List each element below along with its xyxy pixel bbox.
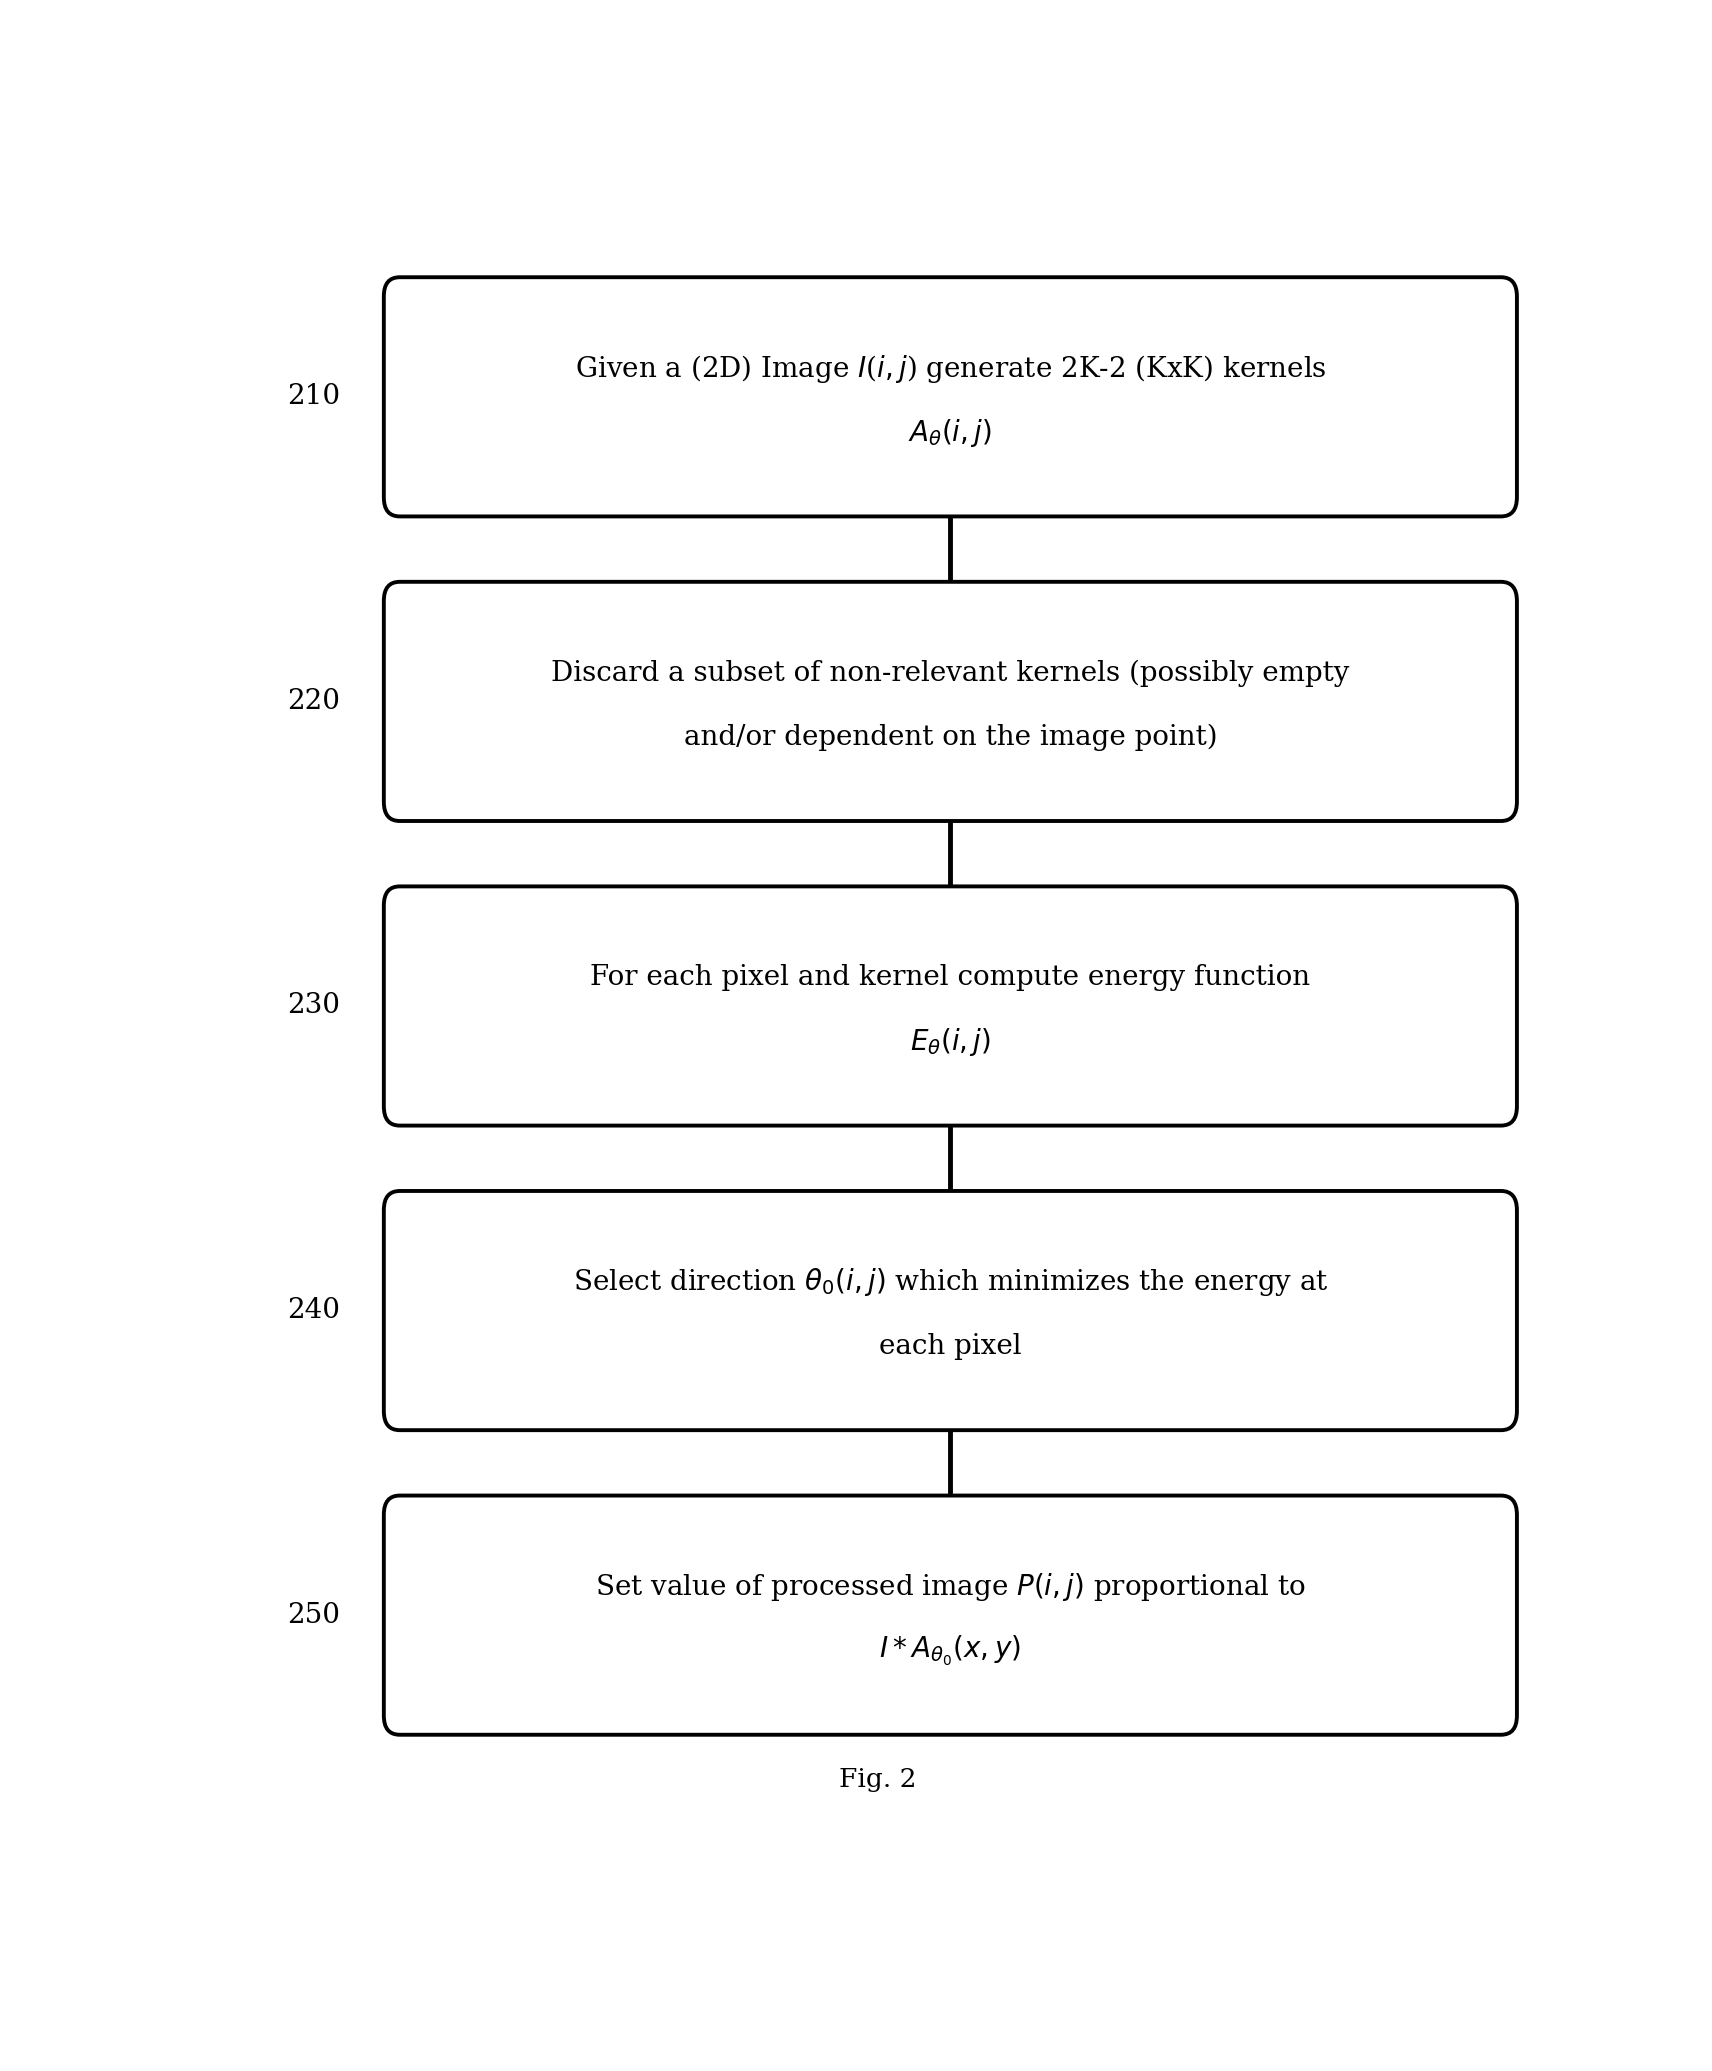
Text: $E_{\theta}(i, j)$: $E_{\theta}(i, j)$ — [909, 1025, 991, 1058]
Text: 220: 220 — [288, 688, 341, 714]
Text: each pixel: each pixel — [878, 1334, 1022, 1361]
Text: 240: 240 — [288, 1296, 341, 1323]
Text: Fig. 2: Fig. 2 — [839, 1767, 916, 1791]
Text: Given a (2D) Image $\mathit{I}$($i, j$) generate 2K-2 (KxK) kernels: Given a (2D) Image $\mathit{I}$($i, j$) … — [575, 352, 1327, 385]
FancyBboxPatch shape — [383, 886, 1517, 1127]
Text: and/or dependent on the image point): and/or dependent on the image point) — [683, 725, 1217, 752]
Text: $I * A_{\theta_0}(x, y)$: $I * A_{\theta_0}(x, y)$ — [880, 1634, 1022, 1669]
FancyBboxPatch shape — [383, 278, 1517, 516]
Text: Set value of processed image $P(i, j)$ proportional to: Set value of processed image $P(i, j)$ p… — [594, 1572, 1306, 1603]
Text: Discard a subset of non-relevant kernels (possibly empty: Discard a subset of non-relevant kernels… — [551, 659, 1349, 688]
Text: 210: 210 — [288, 383, 341, 410]
Text: Select direction $\theta_0(i, j)$ which minimizes the energy at: Select direction $\theta_0(i, j)$ which … — [572, 1267, 1329, 1299]
Text: $A_{\theta}(i, j)$: $A_{\theta}(i, j)$ — [909, 416, 993, 449]
Text: 230: 230 — [288, 992, 341, 1019]
Text: 250: 250 — [288, 1601, 341, 1628]
Text: For each pixel and kernel compute energy function: For each pixel and kernel compute energy… — [591, 965, 1310, 992]
FancyBboxPatch shape — [383, 1495, 1517, 1735]
FancyBboxPatch shape — [383, 1191, 1517, 1431]
FancyBboxPatch shape — [383, 582, 1517, 820]
